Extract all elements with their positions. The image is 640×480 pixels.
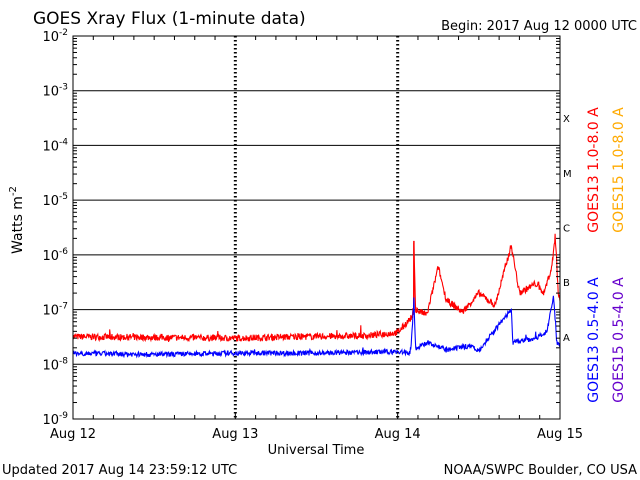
grid-layer [73, 36, 560, 419]
y-axis-label: Watts m-2 [8, 186, 26, 254]
x-axis-label: Universal Time [268, 443, 365, 458]
trace-layer [72, 233, 561, 359]
flare-class-label: C [563, 224, 570, 235]
y-tick-base: 10 [42, 304, 59, 319]
y-tick-exp: -9 [59, 411, 68, 421]
y-tick-label: 10-4 [42, 137, 68, 154]
y-tick-exp: -2 [59, 28, 68, 38]
legend-entry: GOES15 0.5-4.0 A [611, 277, 627, 403]
y-tick-label: 10-6 [42, 247, 68, 264]
y-tick-base: 10 [42, 413, 59, 428]
y-tick-base: 10 [42, 194, 59, 209]
y-tick-base: 10 [42, 85, 59, 100]
y-tick-base: 10 [42, 30, 59, 45]
y-tick-exp: -4 [59, 137, 68, 147]
x-tick-label: Aug 14 [375, 427, 421, 442]
y-tick-label: 10-7 [42, 302, 68, 319]
flare-class-label: A [563, 333, 570, 344]
flare-class-label: B [563, 278, 570, 289]
y-tick-exp: -5 [59, 192, 68, 202]
y-tick-base: 10 [42, 358, 59, 373]
x-tick-label: Aug 13 [212, 427, 258, 442]
x-axis: Aug 12 Aug 13 Aug 14 Aug 15 [50, 36, 583, 442]
x-tick-label: Aug 12 [50, 427, 96, 442]
legend: GOES13 1.0-8.0 A GOES15 1.0-8.0 A GOES13 0… [586, 107, 627, 403]
y-tick-exp: -6 [59, 247, 68, 257]
y-tick-label: 10-2 [42, 28, 68, 45]
trace-goes13-1-0-8-0-a [72, 233, 561, 343]
y-tick-exp: -8 [59, 356, 68, 366]
y-axis-label-base: Watts m [10, 196, 26, 254]
y-tick-exp: -7 [59, 302, 68, 312]
updated-label: Updated 2017 Aug 14 23:59:12 UTC [2, 463, 237, 478]
legend-entry: GOES13 1.0-8.0 A [586, 107, 602, 233]
x-tick-label: Aug 15 [537, 427, 583, 442]
flare-class-labels: X M C B A [563, 114, 572, 344]
y-tick-base: 10 [42, 249, 59, 264]
flare-class-label: M [563, 169, 572, 180]
credit-label: NOAA/SWPC Boulder, CO USA [444, 463, 637, 478]
begin-label: Begin: 2017 Aug 12 0000 UTC [441, 19, 637, 34]
y-axis-label-exp: -2 [8, 186, 19, 196]
y-tick-label: 10-5 [42, 192, 68, 209]
legend-entry: GOES13 0.5-4.0 A [586, 277, 602, 403]
y-tick-label: 10-8 [42, 356, 68, 373]
y-axis: 10-210-310-410-510-610-710-810-9 [42, 28, 560, 428]
plot-frame [72, 35, 561, 420]
trace-goes13-0-5-4-0-a [72, 295, 561, 359]
y-tick-exp: -3 [59, 83, 68, 93]
flare-class-label: X [563, 114, 570, 125]
legend-entry: GOES15 1.0-8.0 A [611, 107, 627, 233]
y-tick-label: 10-9 [42, 411, 68, 428]
y-tick-base: 10 [42, 139, 59, 154]
chart-title: GOES Xray Flux (1-minute data) [33, 9, 306, 29]
y-tick-label: 10-3 [42, 83, 68, 100]
